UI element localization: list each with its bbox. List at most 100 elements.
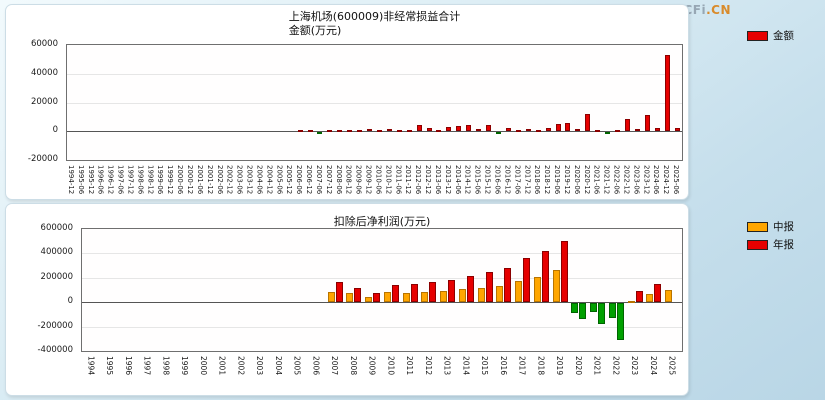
- x-tick-label: 2016-12: [503, 165, 512, 195]
- x-tick-label: 2002-12: [225, 165, 234, 195]
- x-tick-label: 2012-06: [414, 165, 423, 195]
- y-tick-label: 600000: [40, 223, 73, 233]
- panel-nonrecurring-gains-chart: 上海机场(600009)非经常损益合计 金额(万元) 60000 40000 200…: [5, 4, 689, 200]
- chart1-x-axis: 1994-12 1995-06 1995-12 1996-06 1996-12 1997-…: [66, 163, 683, 199]
- gridline: [67, 73, 682, 75]
- bar: [347, 129, 353, 132]
- legend-label: 金额: [773, 30, 794, 42]
- x-tick-label: 1997-12: [126, 165, 135, 195]
- x-tick-label: 1994: [86, 356, 96, 376]
- y-tick-label: 60000: [30, 39, 58, 49]
- x-tick-label: 2019-06: [553, 165, 561, 195]
- x-tick-label: 2016: [498, 356, 508, 376]
- x-tick-label: 2010-06: [374, 165, 383, 195]
- zero-line: [67, 131, 682, 133]
- bar: [504, 268, 512, 303]
- bar: [476, 128, 482, 132]
- bar: [373, 293, 381, 303]
- x-tick-label: 2014-06: [453, 165, 462, 195]
- x-tick-label: 2004: [273, 356, 283, 376]
- gridline: [82, 253, 682, 255]
- bar: [654, 128, 660, 132]
- x-tick-label: 2000-06: [176, 165, 185, 195]
- x-tick-label: 2016-06: [493, 165, 502, 195]
- panel-net-profit-chart: 扣除后净利润(万元) 600000 400000 200000 0 -200000 -40…: [5, 203, 689, 396]
- legend-label: 年报: [773, 239, 794, 251]
- legend-swatch: [747, 30, 768, 41]
- x-tick-label: 2000: [198, 356, 208, 376]
- x-tick-label: 2013: [442, 356, 452, 376]
- cfi-watermark: CFi.CN: [683, 3, 731, 17]
- y-tick-label: 400000: [40, 247, 73, 258]
- bar: [541, 250, 549, 303]
- bar: [616, 303, 624, 341]
- x-tick-label: 2003-12: [245, 165, 254, 195]
- x-tick-label: 2006-06: [295, 165, 304, 195]
- y-tick-label: 200000: [40, 271, 73, 282]
- x-tick-label: 2012-12: [424, 165, 433, 195]
- bar: [505, 128, 511, 132]
- gridline: [67, 102, 682, 104]
- x-tick-label: 1999-06: [156, 165, 165, 195]
- x-tick-label: 2005: [292, 356, 302, 376]
- bar: [456, 126, 462, 132]
- x-tick-label: 1999: [180, 356, 190, 376]
- bar: [525, 128, 531, 132]
- bar: [598, 303, 606, 325]
- x-tick-label: 2024-12: [662, 165, 671, 195]
- bar: [466, 275, 474, 303]
- x-tick-label: 2013-06: [433, 165, 442, 195]
- bar: [297, 130, 303, 133]
- x-tick-label: 2015-06: [473, 165, 482, 195]
- chart1-y-axis: 60000 40000 20000 0 -20000: [6, 40, 62, 164]
- bar: [327, 291, 335, 303]
- x-tick-label: 2008-12: [344, 165, 353, 195]
- x-tick-label: 1998-12: [146, 165, 155, 195]
- x-tick-label: 2004-06: [255, 165, 264, 195]
- x-tick-label: 1997-06: [116, 165, 125, 195]
- x-tick-label: 2005-06: [275, 165, 284, 195]
- chart1-subtitle: 金额(万元): [288, 24, 342, 37]
- bar: [533, 277, 541, 303]
- x-tick-label: 2007-12: [324, 165, 333, 195]
- bar: [383, 292, 391, 303]
- x-tick-label: 1997: [142, 356, 152, 376]
- x-tick-label: 2004-12: [265, 165, 274, 195]
- y-tick-label: 0: [52, 125, 58, 136]
- x-tick-label: 2014: [461, 356, 471, 376]
- bar: [429, 282, 437, 303]
- chart2-plot-area: [81, 228, 683, 352]
- bar: [627, 300, 635, 303]
- x-tick-label: 2002-06: [215, 165, 224, 195]
- x-tick-label: 2015: [480, 356, 490, 376]
- x-tick-label: 2022: [611, 356, 621, 376]
- bar: [575, 129, 581, 132]
- bar: [346, 293, 354, 303]
- bar: [396, 130, 402, 133]
- bar: [608, 303, 616, 319]
- x-tick-label: 2011-12: [404, 165, 413, 195]
- bar: [466, 125, 472, 132]
- cfi-watermark-right: .CN: [706, 3, 731, 17]
- y-tick-label: 40000: [30, 67, 58, 78]
- bar: [644, 115, 650, 132]
- x-tick-label: 2025: [667, 356, 677, 376]
- legend-swatch: [747, 221, 768, 232]
- x-tick-label: 2017: [517, 356, 527, 376]
- bar: [664, 55, 670, 132]
- x-tick-label: 2021-12: [602, 165, 611, 195]
- x-tick-label: 1999-12: [166, 165, 175, 195]
- bar: [595, 130, 601, 133]
- x-tick-label: 2020-12: [582, 165, 591, 195]
- x-tick-label: 1998-06: [136, 165, 145, 195]
- gridline: [82, 326, 682, 328]
- x-tick-label: 2024-06: [652, 165, 661, 195]
- x-tick-label: 2003: [255, 356, 265, 376]
- x-tick-label: 2023: [630, 356, 640, 376]
- x-tick-label: 2024: [648, 356, 658, 376]
- bar: [654, 283, 662, 303]
- bar: [665, 290, 673, 303]
- bar: [426, 127, 432, 132]
- x-tick-label: 1995-06: [76, 165, 85, 195]
- x-tick-label: 2020-06: [572, 165, 581, 195]
